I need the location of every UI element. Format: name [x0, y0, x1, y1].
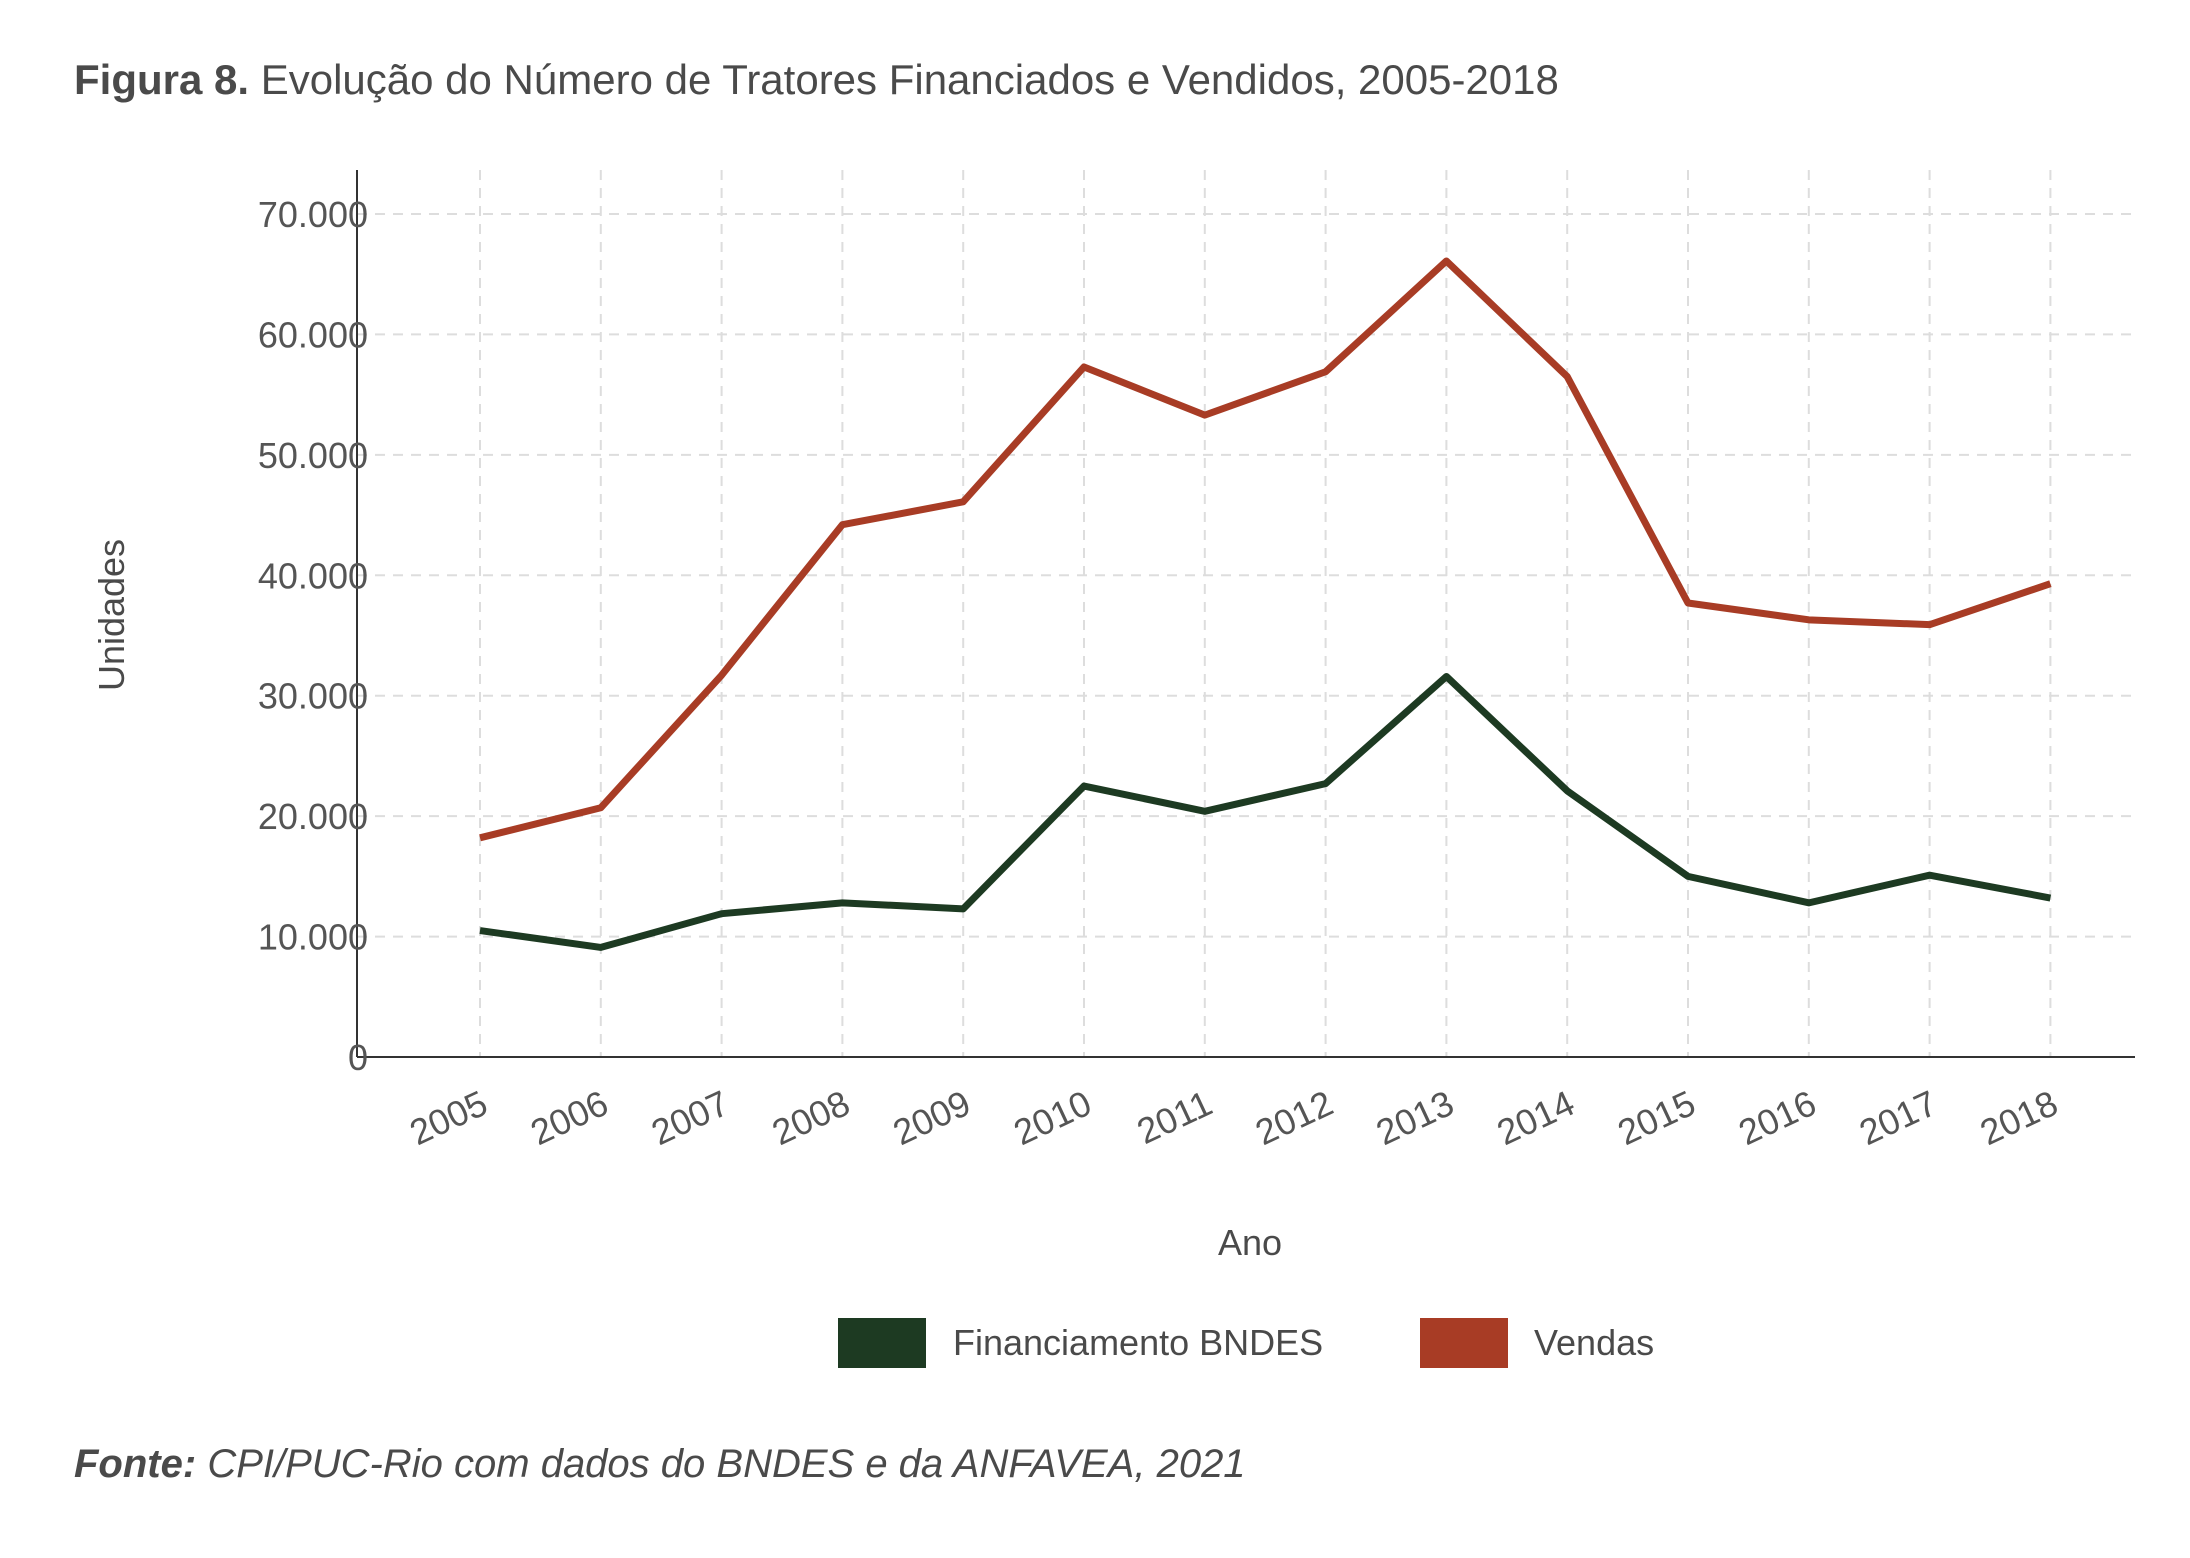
source-note: Fonte: CPI/PUC-Rio com dados do BNDES e …	[74, 1442, 1246, 1487]
source-label: Fonte:	[74, 1442, 197, 1486]
legend-swatch	[838, 1318, 926, 1368]
data-point	[1204, 810, 1206, 812]
data-point	[1445, 260, 1447, 262]
x-tick-label: 2008	[766, 1082, 856, 1153]
legend-label: Vendas	[1534, 1322, 1654, 1363]
figure-title-text: Evolução do Número de Tratores Financiad…	[260, 56, 1559, 103]
x-tick-label: 2014	[1491, 1082, 1581, 1153]
data-point	[1929, 624, 1931, 626]
legend: Financiamento BNDES Vendas	[838, 1318, 1654, 1368]
grid-lines	[357, 170, 2135, 1057]
y-tick-label: 70.000	[258, 194, 368, 235]
x-tick-label: 2012	[1249, 1082, 1339, 1153]
y-tick-labels: 0 10.000 20.000 30.000 40.000 50.000 60.000 70.…	[258, 194, 368, 1078]
data-point	[479, 837, 481, 839]
series-line-vendas	[479, 257, 2052, 842]
y-tick-label: 60.000	[258, 314, 368, 355]
source-text: CPI/PUC-Rio com dados do BNDES e da ANFA…	[207, 1442, 1246, 1486]
x-tick-label: 2007	[645, 1082, 735, 1153]
y-tick-label: 30.000	[258, 676, 368, 717]
x-tick-label: 2010	[1007, 1082, 1097, 1153]
data-point	[1808, 619, 1810, 621]
data-point	[600, 807, 602, 809]
data-point	[841, 902, 843, 904]
data-point	[1445, 675, 1447, 677]
chart-title: Figura 8. Evolução do Número de Tratores…	[74, 56, 1559, 104]
axes	[356, 170, 2135, 1058]
data-point	[2049, 583, 2051, 585]
data-point	[1687, 602, 1689, 604]
data-point	[1929, 874, 1931, 876]
data-point	[1083, 785, 1085, 787]
data-point	[962, 908, 964, 910]
x-tick-labels: 2005 2006 2007 2008 2009 2010 2011 2012 2013 2014…	[403, 1082, 2063, 1153]
data-point	[600, 946, 602, 948]
x-tick-label: 2018	[1974, 1082, 2064, 1153]
y-tick-label: 20.000	[258, 796, 368, 837]
x-tick-label: 2011	[1131, 1082, 1218, 1152]
series-lines	[479, 257, 2052, 951]
data-point	[1325, 783, 1327, 785]
x-tick-label: 2015	[1611, 1082, 1701, 1153]
x-tick-label: 2005	[403, 1082, 493, 1153]
x-tick-label: 2017	[1853, 1082, 1943, 1153]
y-tick-label: 10.000	[258, 917, 368, 958]
legend-swatch	[1420, 1318, 1508, 1368]
data-point	[1083, 366, 1085, 368]
data-point	[1687, 875, 1689, 877]
data-point	[1566, 790, 1568, 792]
data-point	[721, 674, 723, 676]
y-tick-label: 0	[348, 1037, 368, 1078]
data-point	[721, 913, 723, 915]
data-point	[2049, 897, 2051, 899]
data-point	[1204, 414, 1206, 416]
series-line-financiamento-bndes	[479, 672, 2052, 951]
y-axis-label: Unidades	[91, 539, 132, 691]
data-point	[962, 501, 964, 503]
data-point	[1808, 902, 1810, 904]
data-point	[479, 930, 481, 932]
data-point	[841, 524, 843, 526]
x-tick-label: 2006	[524, 1082, 614, 1153]
data-point	[1566, 376, 1568, 378]
x-tick-label: 2016	[1732, 1082, 1822, 1153]
x-tick-label: 2013	[1370, 1082, 1460, 1153]
data-point	[1325, 371, 1327, 373]
x-axis-label: Ano	[1218, 1222, 1282, 1263]
figure-label: Figura 8.	[74, 56, 250, 103]
y-tick-label: 50.000	[258, 435, 368, 476]
x-tick-label: 2009	[887, 1082, 977, 1153]
y-tick-label: 40.000	[258, 555, 368, 596]
legend-label: Financiamento BNDES	[953, 1322, 1323, 1363]
